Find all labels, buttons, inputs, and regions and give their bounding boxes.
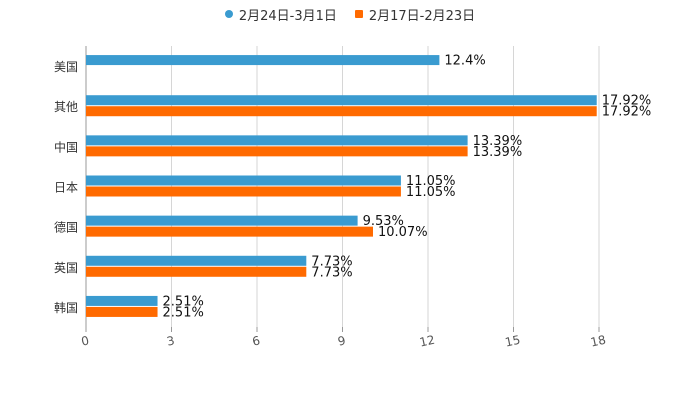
- legend-item-series-1[interactable]: 2月24日-3月1日: [224, 5, 337, 24]
- legend-marker-series-2: [354, 10, 363, 18]
- data-label: 7.73%: [311, 254, 352, 269]
- bar-series-1[interactable]: [86, 175, 401, 186]
- legend-marker-series-1: [224, 10, 233, 18]
- x-tick-label: 12: [418, 333, 436, 350]
- data-label: 9.53%: [363, 214, 404, 229]
- category-label: 德国: [54, 220, 78, 235]
- data-label: 17.92%: [602, 105, 652, 120]
- bar-series-2[interactable]: [86, 106, 597, 117]
- category-label: 其他: [54, 100, 78, 114]
- legend-label-series-2: 2月17日-2月23日: [368, 8, 476, 24]
- legend-item-series-2[interactable]: 2月17日-2月23日: [354, 5, 476, 24]
- data-label: 12.4%: [444, 54, 485, 69]
- x-tick-label: 0: [80, 333, 90, 348]
- data-label: 17.92%: [602, 94, 652, 109]
- x-tick-label: 9: [336, 333, 346, 348]
- bar-series-2[interactable]: [86, 266, 307, 277]
- data-label: 11.05%: [406, 174, 456, 189]
- bar-series-2[interactable]: [86, 226, 373, 237]
- bar-series-1[interactable]: [86, 95, 597, 106]
- data-label: 2.51%: [163, 294, 204, 309]
- data-label: 11.05%: [406, 185, 456, 200]
- category-label: 韩国: [54, 300, 78, 315]
- x-tick-label: 3: [165, 333, 175, 348]
- data-label: 13.39%: [473, 145, 523, 160]
- category-label: 美国: [54, 60, 78, 74]
- bar-series-1[interactable]: [86, 295, 158, 306]
- legend-label-series-1: 2月24日-3月1日: [238, 8, 337, 24]
- category-label: 日本: [54, 181, 78, 195]
- data-label: 13.39%: [473, 134, 523, 149]
- x-tick-label: 6: [251, 333, 261, 348]
- bar-series-2[interactable]: [86, 146, 468, 157]
- x-tick-label: 15: [504, 333, 522, 350]
- category-label: 英国: [54, 261, 78, 275]
- category-label: 中国: [54, 139, 78, 154]
- x-tick-label: 18: [589, 333, 607, 350]
- legend: 2月24日-3月1日 2月17日-2月23日: [0, 4, 700, 24]
- bar-series-1[interactable]: [86, 55, 440, 66]
- data-label: 2.51%: [163, 305, 204, 320]
- bar-series-1[interactable]: [86, 135, 468, 146]
- bar-series-2[interactable]: [86, 306, 158, 317]
- data-label: 10.07%: [378, 225, 428, 240]
- data-label: 7.73%: [311, 265, 352, 280]
- bar-series-1[interactable]: [86, 255, 307, 266]
- bar-series-2[interactable]: [86, 186, 401, 197]
- bar-series-1[interactable]: [86, 215, 358, 226]
